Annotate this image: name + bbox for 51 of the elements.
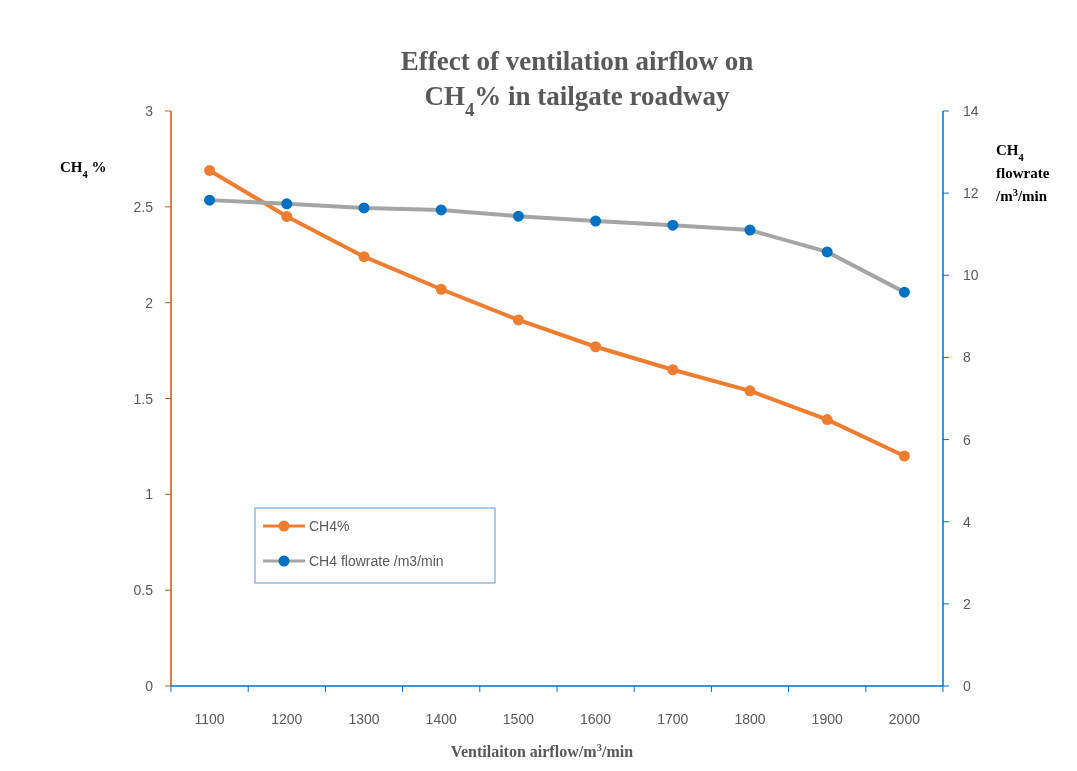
x-tick-label: 1400 xyxy=(425,711,457,727)
point xyxy=(590,341,602,353)
y-tick-label: 0.5 xyxy=(133,582,154,599)
y2-tick-label: 14 xyxy=(963,103,979,119)
y-tick-label: 1.5 xyxy=(133,390,154,407)
x-tick-label: 1900 xyxy=(811,711,843,727)
y2-tick-label: 0 xyxy=(963,678,971,694)
y2-tick-label: 10 xyxy=(963,267,979,284)
x-tick-label: 1700 xyxy=(657,711,689,727)
y-axis-title: CH$_{4}$ % xyxy=(60,159,107,180)
x-tick-label: 2000 xyxy=(888,711,921,727)
point xyxy=(744,385,756,397)
point xyxy=(667,219,679,231)
legend-label: CH4% xyxy=(309,518,350,534)
y2-tick-label: 4 xyxy=(963,513,971,530)
x-tick-label: 1800 xyxy=(734,711,766,727)
point xyxy=(358,251,370,263)
legend-label: CH4 flowrate /m3/min xyxy=(309,553,444,569)
point xyxy=(821,246,833,258)
y-tick-label: 1 xyxy=(145,486,154,503)
point xyxy=(435,283,447,295)
point xyxy=(204,164,216,176)
y-tick-label: 2 xyxy=(145,294,154,311)
point xyxy=(744,224,756,236)
point xyxy=(898,450,910,462)
point xyxy=(204,194,216,206)
chart-title: Effect of ventilation airflow on CH$_{4}$% in tailgate roadway xyxy=(400,46,754,120)
point xyxy=(512,314,524,326)
point xyxy=(281,198,293,210)
x-tick-label: 1200 xyxy=(271,711,303,727)
y2-tick-label: 8 xyxy=(963,349,971,366)
point xyxy=(821,414,833,426)
x-tick-label: 1300 xyxy=(348,711,380,727)
y2-axis-title: CH$_{4}$ flowrate /m$^{3}$/min xyxy=(995,142,1050,204)
y2-tick-label: 12 xyxy=(963,185,979,202)
point xyxy=(358,202,370,214)
y-tick-label: 3 xyxy=(145,103,154,119)
point xyxy=(667,364,679,376)
y2-tick-label: 2 xyxy=(963,595,971,612)
y-tick-label: 2.5 xyxy=(133,198,154,215)
point xyxy=(590,215,602,227)
y2-tick-label: 6 xyxy=(963,431,971,448)
point xyxy=(898,286,910,298)
point xyxy=(512,210,524,222)
x-tick-label: 1600 xyxy=(580,711,612,727)
y-tick-label: 0 xyxy=(145,678,154,694)
x-tick-label: 1100 xyxy=(194,711,225,727)
x-tick-label: 1500 xyxy=(502,711,535,727)
point xyxy=(435,204,447,216)
point xyxy=(281,210,293,222)
x-axis-title: Ventilaiton airflow/m$^{3}$/min xyxy=(450,741,634,760)
